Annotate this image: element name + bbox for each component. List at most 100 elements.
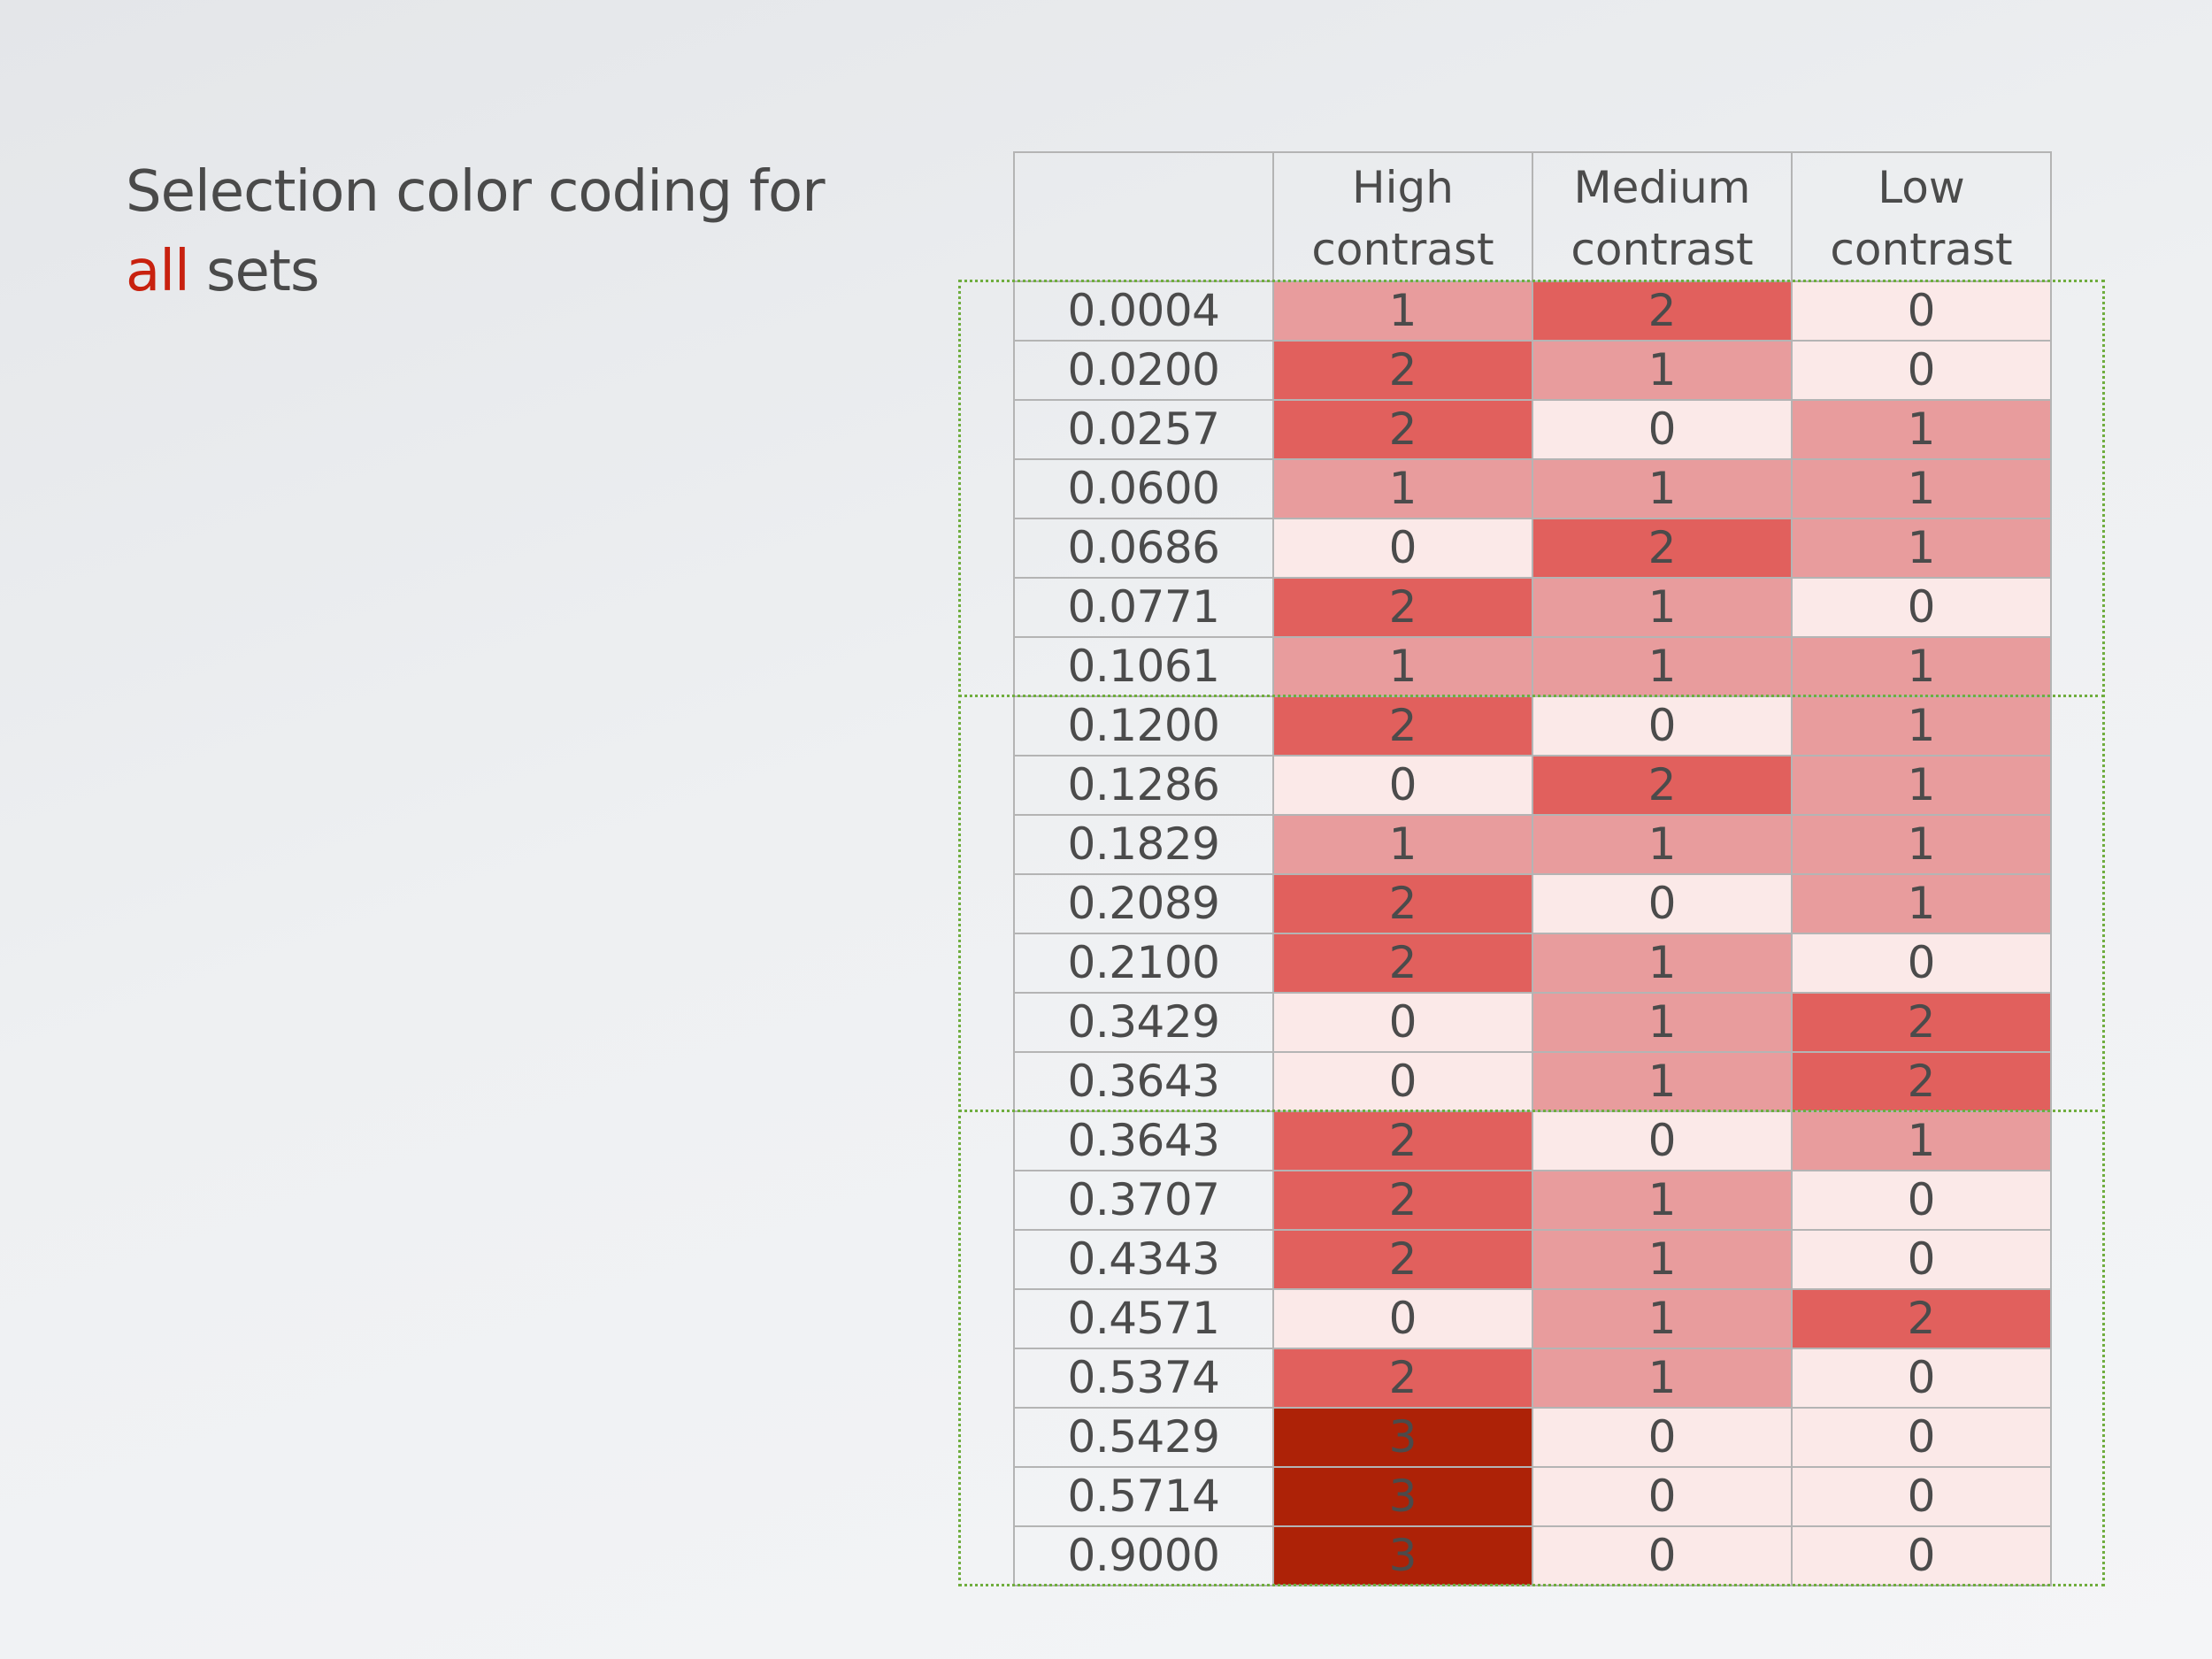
heat-cell-medium-contrast: 0 [1532,1466,1793,1527]
heat-cell-high-contrast: 3 [1272,1407,1533,1468]
heat-cell-medium-contrast: 1 [1532,814,1793,875]
header-corner-cell [1013,151,1274,282]
heat-cell-high-contrast: 2 [1272,695,1533,757]
heatmap-body: 0.0004 1 2 0 0.0200 2 1 0 0.0257 2 0 1 0.0600 1 1 1 0.06… [1013,280,2052,1586]
table-row: 0.0686 0 2 1 [1013,518,2052,579]
table-row: 0.0200 2 1 0 [1013,340,2052,401]
heat-cell-low-contrast: 1 [1791,755,2052,816]
heat-cell-high-contrast: 3 [1272,1525,1533,1586]
heat-cell-medium-contrast: 1 [1532,458,1793,519]
table-row: 0.2089 2 0 1 [1013,873,2052,934]
threshold-cell: 0.2100 [1013,933,1274,994]
table-row: 0.0004 1 2 0 [1013,280,2052,342]
table-row: 0.5714 3 0 0 [1013,1466,2052,1527]
title-suffix: sets [188,239,319,304]
heat-cell-low-contrast: 1 [1791,695,2052,757]
heat-cell-medium-contrast: 0 [1532,1110,1793,1171]
table-row: 0.0771 2 1 0 [1013,577,2052,638]
heat-cell-high-contrast: 2 [1272,1110,1533,1171]
column-header-medium-contrast: Medium contrast [1532,151,1793,282]
heat-cell-low-contrast: 0 [1791,1466,2052,1527]
heat-cell-medium-contrast: 0 [1532,1407,1793,1468]
heat-cell-low-contrast: 0 [1791,1525,2052,1586]
table-row: 0.3429 0 1 2 [1013,992,2052,1053]
heat-cell-high-contrast: 2 [1272,1229,1533,1290]
table-row: 0.3707 2 1 0 [1013,1170,2052,1231]
heat-cell-medium-contrast: 1 [1532,992,1793,1053]
table-row: 0.4343 2 1 0 [1013,1229,2052,1290]
threshold-cell: 0.0686 [1013,518,1274,579]
heat-cell-low-contrast: 0 [1791,340,2052,401]
heat-cell-medium-contrast: 1 [1532,933,1793,994]
heat-cell-low-contrast: 0 [1791,1170,2052,1231]
threshold-cell: 0.4571 [1013,1288,1274,1349]
heat-cell-medium-contrast: 2 [1532,755,1793,816]
threshold-cell: 0.1061 [1013,636,1274,697]
column-header-high-contrast: High contrast [1272,151,1533,282]
heat-cell-high-contrast: 2 [1272,1348,1533,1409]
heat-cell-low-contrast: 2 [1791,1051,2052,1112]
heat-cell-medium-contrast: 2 [1532,280,1793,342]
heat-cell-high-contrast: 2 [1272,399,1533,460]
column-header-line: Medium [1573,162,1751,213]
heat-cell-medium-contrast: 0 [1532,399,1793,460]
table-row: 0.9000 3 0 0 [1013,1525,2052,1586]
threshold-cell: 0.5374 [1013,1348,1274,1409]
column-header-line: contrast [1311,224,1494,275]
heat-cell-medium-contrast: 1 [1532,636,1793,697]
heat-cell-low-contrast: 0 [1791,280,2052,342]
threshold-cell: 0.1286 [1013,755,1274,816]
heat-cell-medium-contrast: 1 [1532,340,1793,401]
heat-cell-low-contrast: 1 [1791,1110,2052,1171]
heat-cell-low-contrast: 0 [1791,1407,2052,1468]
heat-cell-low-contrast: 1 [1791,518,2052,579]
heat-cell-high-contrast: 2 [1272,577,1533,638]
table-row: 0.2100 2 1 0 [1013,933,2052,994]
threshold-cell: 0.3429 [1013,992,1274,1053]
heat-cell-medium-contrast: 1 [1532,1348,1793,1409]
heat-cell-high-contrast: 0 [1272,1051,1533,1112]
threshold-cell: 0.5714 [1013,1466,1274,1527]
heat-cell-low-contrast: 1 [1791,873,2052,934]
threshold-cell: 0.1200 [1013,695,1274,757]
threshold-cell: 0.1829 [1013,814,1274,875]
heat-cell-medium-contrast: 1 [1532,1288,1793,1349]
threshold-cell: 0.3707 [1013,1170,1274,1231]
heat-cell-medium-contrast: 1 [1532,577,1793,638]
threshold-cell: 0.9000 [1013,1525,1274,1586]
heat-cell-high-contrast: 0 [1272,1288,1533,1349]
heat-cell-medium-contrast: 2 [1532,518,1793,579]
heat-cell-high-contrast: 2 [1272,1170,1533,1231]
table-row: 0.0600 1 1 1 [1013,458,2052,519]
heat-cell-high-contrast: 1 [1272,814,1533,875]
heat-cell-high-contrast: 2 [1272,340,1533,401]
table-row: 0.4571 0 1 2 [1013,1288,2052,1349]
heat-cell-low-contrast: 1 [1791,814,2052,875]
heat-cell-high-contrast: 0 [1272,518,1533,579]
heat-cell-medium-contrast: 0 [1532,873,1793,934]
table-row: 0.1829 1 1 1 [1013,814,2052,875]
table-row: 0.3643 0 1 2 [1013,1051,2052,1112]
heat-cell-low-contrast: 1 [1791,636,2052,697]
table-row: 0.1061 1 1 1 [1013,636,2052,697]
heat-cell-high-contrast: 2 [1272,933,1533,994]
threshold-cell: 0.2089 [1013,873,1274,934]
table-row: 0.0257 2 0 1 [1013,399,2052,460]
threshold-cell: 0.3643 [1013,1110,1274,1171]
table-row: 0.3643 2 0 1 [1013,1110,2052,1171]
heat-cell-low-contrast: 0 [1791,1229,2052,1290]
threshold-cell: 0.4343 [1013,1229,1274,1290]
heat-cell-high-contrast: 1 [1272,636,1533,697]
heat-cell-high-contrast: 0 [1272,992,1533,1053]
heat-cell-low-contrast: 1 [1791,399,2052,460]
heat-cell-medium-contrast: 0 [1532,695,1793,757]
table-row: 0.5374 2 1 0 [1013,1348,2052,1409]
title-prefix: Selection color coding for [126,159,825,225]
threshold-cell: 0.5429 [1013,1407,1274,1468]
heat-cell-medium-contrast: 1 [1532,1051,1793,1112]
heat-cell-low-contrast: 1 [1791,458,2052,519]
heat-cell-high-contrast: 3 [1272,1466,1533,1527]
threshold-cell: 0.0600 [1013,458,1274,519]
column-header-line: contrast [1830,224,2013,275]
table-row: 0.1286 0 2 1 [1013,755,2052,816]
